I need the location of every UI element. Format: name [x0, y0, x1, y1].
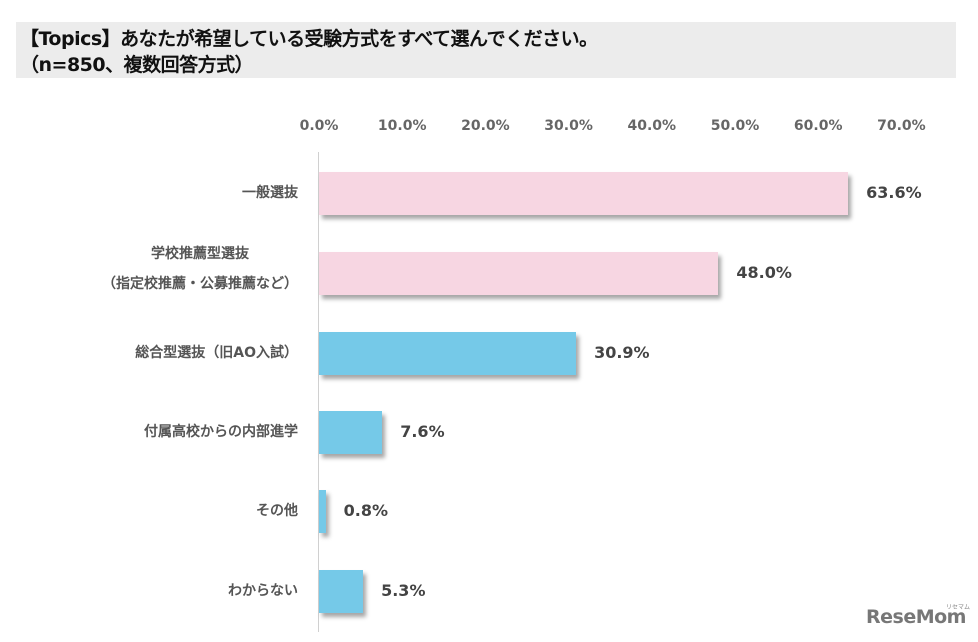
bar — [319, 570, 364, 613]
bar — [319, 172, 849, 215]
category-label: わからない — [228, 583, 298, 599]
category-label: 総合型選抜（旧AO入試） — [135, 345, 298, 361]
bar — [319, 411, 383, 454]
category-label: その他 — [256, 503, 298, 519]
bar-value-label: 63.6% — [866, 183, 922, 202]
bar — [319, 252, 719, 295]
chart-title-box: 【Topics】あなたが希望している受験方式をすべて選んでください。 （n=85… — [16, 22, 956, 78]
category-label: 学校推薦型選抜 （指定校推薦・公募推薦など） — [102, 246, 298, 292]
category-label: 一般選抜 — [242, 185, 298, 201]
bar-value-label: 30.9% — [594, 343, 650, 362]
x-tick-label: 40.0% — [627, 118, 677, 134]
bar-value-label: 0.8% — [343, 501, 389, 520]
bar — [319, 490, 326, 533]
resemom-logo: ReseMom — [866, 606, 966, 628]
chart-title: 【Topics】あなたが希望している受験方式をすべて選んでください。 — [20, 28, 598, 50]
bar-value-label: 7.6% — [400, 422, 445, 441]
x-tick-label: 20.0% — [461, 118, 510, 134]
x-tick-label: 70.0% — [877, 118, 926, 134]
x-tick-label: 60.0% — [793, 118, 843, 134]
x-tick-label: 30.0% — [544, 118, 593, 134]
x-tick-label: 0.0% — [299, 118, 339, 134]
chart-subtitle: （n=850、複数回答方式） — [20, 54, 254, 76]
bar-value-label: 5.3% — [381, 581, 426, 600]
y-axis-line — [318, 152, 319, 632]
x-tick-label: 50.0% — [710, 118, 760, 134]
bar — [319, 332, 577, 375]
x-tick-label: 10.0% — [377, 118, 427, 134]
category-label: 付属高校からの内部進学 — [144, 424, 298, 440]
resemom-logo-sub: リセマム — [946, 604, 971, 611]
bar-value-label: 48.0% — [736, 263, 792, 282]
